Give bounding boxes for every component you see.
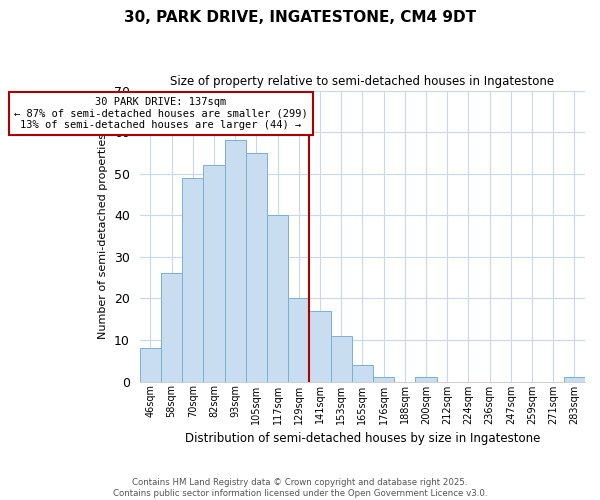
- Text: Contains HM Land Registry data © Crown copyright and database right 2025.
Contai: Contains HM Land Registry data © Crown c…: [113, 478, 487, 498]
- Bar: [373, 378, 394, 382]
- Text: 30 PARK DRIVE: 137sqm
← 87% of semi-detached houses are smaller (299)
13% of sem: 30 PARK DRIVE: 137sqm ← 87% of semi-deta…: [14, 97, 308, 130]
- Bar: [352, 365, 373, 382]
- Bar: [415, 378, 437, 382]
- Text: 30, PARK DRIVE, INGATESTONE, CM4 9DT: 30, PARK DRIVE, INGATESTONE, CM4 9DT: [124, 10, 476, 25]
- Bar: [224, 140, 246, 382]
- Bar: [310, 311, 331, 382]
- Bar: [182, 178, 203, 382]
- Bar: [331, 336, 352, 382]
- Bar: [246, 153, 267, 382]
- Bar: [140, 348, 161, 382]
- Y-axis label: Number of semi-detached properties: Number of semi-detached properties: [98, 133, 109, 339]
- Bar: [564, 378, 585, 382]
- Bar: [267, 216, 288, 382]
- Bar: [161, 274, 182, 382]
- X-axis label: Distribution of semi-detached houses by size in Ingatestone: Distribution of semi-detached houses by …: [185, 432, 540, 445]
- Title: Size of property relative to semi-detached houses in Ingatestone: Size of property relative to semi-detach…: [170, 75, 554, 88]
- Bar: [203, 166, 224, 382]
- Bar: [288, 298, 310, 382]
